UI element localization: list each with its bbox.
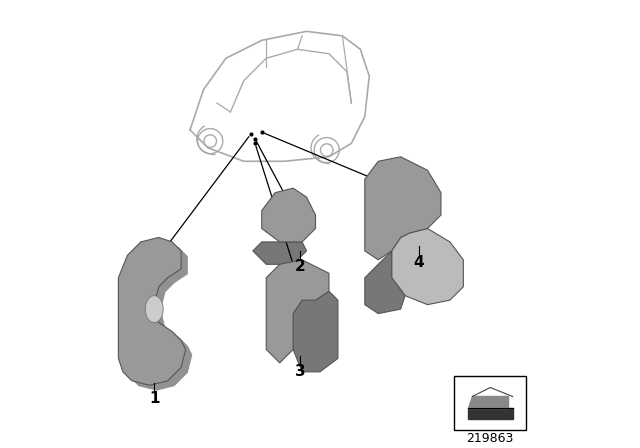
Polygon shape <box>262 188 316 242</box>
Polygon shape <box>266 260 329 363</box>
Polygon shape <box>468 396 508 408</box>
Polygon shape <box>253 242 307 264</box>
Polygon shape <box>365 157 441 260</box>
Ellipse shape <box>145 296 163 323</box>
Polygon shape <box>293 291 338 372</box>
Bar <box>454 376 526 430</box>
Text: 3: 3 <box>294 364 305 379</box>
Text: 219863: 219863 <box>467 431 514 445</box>
Polygon shape <box>392 228 463 305</box>
Text: 4: 4 <box>413 254 424 270</box>
Polygon shape <box>468 408 513 419</box>
Polygon shape <box>125 243 193 391</box>
Text: 2: 2 <box>294 259 305 274</box>
Polygon shape <box>365 251 405 314</box>
Text: 1: 1 <box>149 391 159 406</box>
Polygon shape <box>118 237 186 385</box>
